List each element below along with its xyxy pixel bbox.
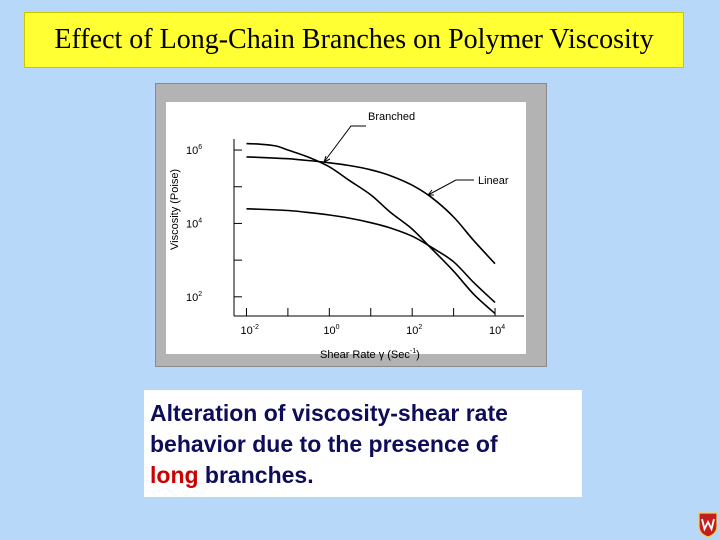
viscosity-chart: 106 104 102 10-2 100 102 104 Shear Rate γ (Sec-… xyxy=(166,102,526,361)
x-tick-label: 102 xyxy=(406,324,422,337)
caption-box: Alteration of viscosity-shear rate behav… xyxy=(144,390,582,497)
y-tick-label: 104 xyxy=(186,217,202,230)
y-axis-label: Viscosity (Poise) xyxy=(169,169,181,250)
caption-line-1: Alteration of viscosity-shear rate xyxy=(150,400,508,426)
series-line-linear-upper xyxy=(246,156,496,265)
series-line-branched xyxy=(246,142,496,315)
annotation-linear-pointer xyxy=(427,179,474,196)
x-tick-label: 104 xyxy=(489,324,505,337)
annotation-branched: Branched xyxy=(368,111,415,123)
x-tick-label: 10-2 xyxy=(240,324,259,337)
x-axis-label: Shear Rate γ (Sec-1) xyxy=(320,348,420,361)
annotation-linear-arrowhead xyxy=(427,189,434,196)
university-crest-icon xyxy=(698,512,718,538)
caption-accent-word: long xyxy=(150,462,199,488)
title-banner: Effect of Long-Chain Branches on Polymer… xyxy=(24,12,684,68)
annotation-branched-pointer xyxy=(323,125,366,163)
plot-background xyxy=(166,102,526,354)
annotation-branched-arrowhead xyxy=(323,155,331,163)
slide-title: Effect of Long-Chain Branches on Polymer… xyxy=(54,24,654,55)
caption-line-3: long branches. xyxy=(150,460,582,491)
x-tick-label: 100 xyxy=(323,324,339,337)
series-line-linear-lower xyxy=(246,208,496,304)
annotation-linear: Linear xyxy=(478,175,509,187)
y-tick-label: 102 xyxy=(186,291,202,304)
caption-line-2: behavior due to the presence of xyxy=(150,431,498,457)
y-tick-label: 106 xyxy=(186,144,202,157)
chart-panel: 106 104 102 10-2 100 102 104 Shear Rate γ (Sec-… xyxy=(155,83,547,367)
caption-tail: branches. xyxy=(198,462,314,488)
